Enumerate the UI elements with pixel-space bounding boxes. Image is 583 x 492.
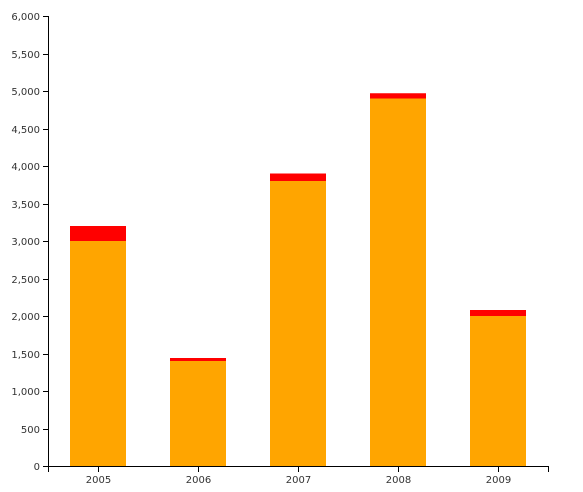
x-tick-label: 2007 xyxy=(286,475,311,486)
bar-2008-series-1 xyxy=(370,98,426,466)
bar-2007-series-1 xyxy=(270,181,326,466)
y-tick-label: 500 xyxy=(21,425,40,436)
y-tick-label: 1,500 xyxy=(11,350,40,361)
bar-2009-series-2 xyxy=(470,310,526,316)
bar-2005-series-1 xyxy=(70,241,126,466)
y-tick-label: 3,000 xyxy=(11,237,40,248)
bar-2009-series-1 xyxy=(470,316,526,466)
y-axis: 0 500 1,000 1,500 2,000 2,500 3,000 3,500 4,000 4… xyxy=(11,12,49,473)
y-tick-label: 6,000 xyxy=(11,12,40,23)
x-tick-label: 2008 xyxy=(386,475,411,486)
y-tick-label: 5,500 xyxy=(11,50,40,61)
bar-2006-series-1 xyxy=(170,361,226,466)
y-tick-label: 4,500 xyxy=(11,125,40,136)
y-tick-label: 0 xyxy=(34,462,40,473)
x-tick-label: 2009 xyxy=(486,475,511,486)
x-axis: 2005 2006 2007 2008 2009 xyxy=(48,466,549,486)
bar-2007-series-2 xyxy=(270,173,326,181)
y-tick-label: 5,000 xyxy=(11,87,40,98)
bar-2008-series-2 xyxy=(370,93,426,99)
y-tick-label: 2,000 xyxy=(11,312,40,323)
y-tick-label: 1,000 xyxy=(11,387,40,398)
x-tick-label: 2005 xyxy=(86,475,111,486)
y-tick-label: 4,000 xyxy=(11,162,40,173)
bar-2006-series-2 xyxy=(170,358,226,361)
y-tick-label: 2,500 xyxy=(11,275,40,286)
bars-group xyxy=(70,93,526,466)
x-tick-label: 2006 xyxy=(186,475,211,486)
y-tick-label: 3,500 xyxy=(11,200,40,211)
bar-2005-series-2 xyxy=(70,226,126,241)
